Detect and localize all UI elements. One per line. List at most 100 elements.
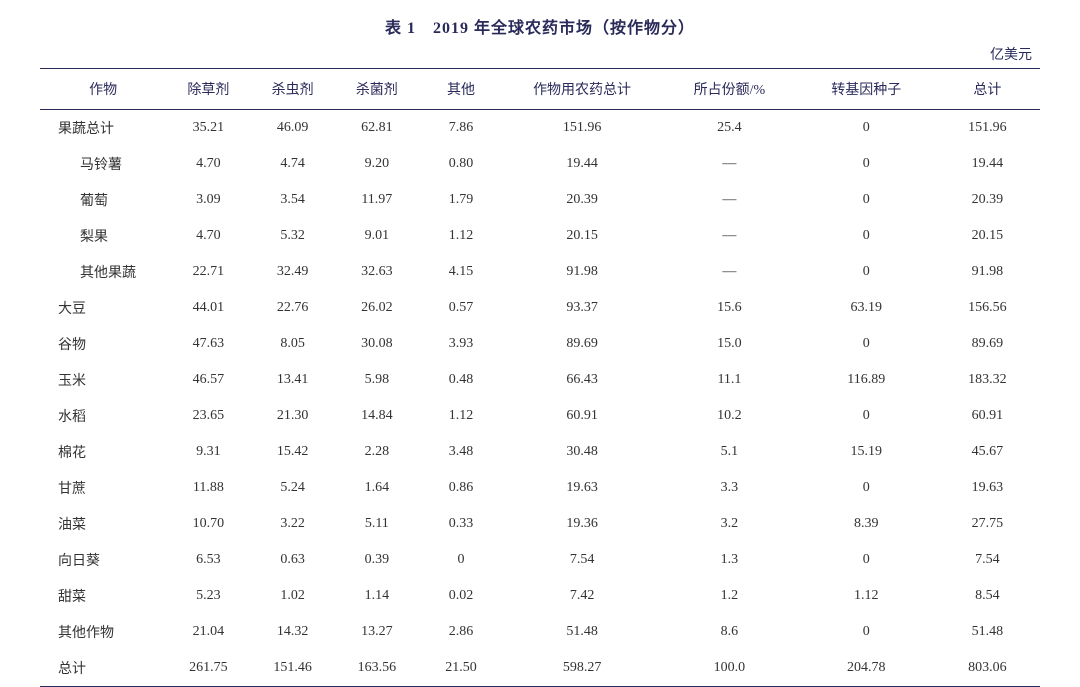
value-cell: 8.39 [798,506,935,542]
value-cell: 89.69 [935,326,1040,362]
table-row: 甜菜5.231.021.140.027.421.21.128.54 [40,578,1040,614]
crop-cell: 油菜 [40,506,166,542]
table-unit: 亿美元 [40,44,1040,64]
value-cell: 46.09 [251,110,335,147]
value-cell: 19.63 [935,470,1040,506]
crop-cell: 马铃薯 [40,146,166,182]
crop-cell: 其他果蔬 [40,254,166,290]
value-cell: 7.54 [935,542,1040,578]
value-cell: 163.56 [335,650,419,687]
value-cell: 1.14 [335,578,419,614]
value-cell: 5.1 [661,434,798,470]
value-cell: 11.88 [166,470,250,506]
value-cell: 93.37 [503,290,661,326]
value-cell: 47.63 [166,326,250,362]
pesticide-market-table: 作物 除草剂 杀虫剂 杀菌剂 其他 作物用农药总计 所占份额/% 转基因种子 总… [40,68,1040,687]
table-header-row: 作物 除草剂 杀虫剂 杀菌剂 其他 作物用农药总计 所占份额/% 转基因种子 总… [40,69,1040,110]
value-cell: 1.02 [251,578,335,614]
value-cell: 151.96 [935,110,1040,147]
col-header: 所占份额/% [661,69,798,110]
table-row: 棉花9.3115.422.283.4830.485.115.1945.67 [40,434,1040,470]
value-cell: 2.28 [335,434,419,470]
col-header: 除草剂 [166,69,250,110]
value-cell: 1.12 [798,578,935,614]
crop-cell: 大豆 [40,290,166,326]
value-cell: 14.32 [251,614,335,650]
crop-cell: 甘蔗 [40,470,166,506]
value-cell: 10.70 [166,506,250,542]
value-cell: 151.96 [503,110,661,147]
table-row: 水稻23.6521.3014.841.1260.9110.2060.91 [40,398,1040,434]
value-cell: 0 [419,542,503,578]
value-cell: 8.6 [661,614,798,650]
value-cell: 32.63 [335,254,419,290]
value-cell: 63.19 [798,290,935,326]
crop-cell: 果蔬总计 [40,110,166,147]
crop-cell: 甜菜 [40,578,166,614]
value-cell: 0.80 [419,146,503,182]
value-cell: 4.74 [251,146,335,182]
value-cell: 15.0 [661,326,798,362]
value-cell: 5.98 [335,362,419,398]
value-cell: 15.19 [798,434,935,470]
value-cell: 15.6 [661,290,798,326]
value-cell: 89.69 [503,326,661,362]
crop-cell: 向日葵 [40,542,166,578]
value-cell: 19.36 [503,506,661,542]
table-row: 大豆44.0122.7626.020.5793.3715.663.19156.5… [40,290,1040,326]
value-cell: 5.32 [251,218,335,254]
value-cell: 20.39 [935,182,1040,218]
col-header: 转基因种子 [798,69,935,110]
value-cell: 0.48 [419,362,503,398]
value-cell: 4.70 [166,218,250,254]
value-cell: 1.3 [661,542,798,578]
value-cell: 10.2 [661,398,798,434]
table-row: 其他果蔬22.7132.4932.634.1591.98—091.98 [40,254,1040,290]
value-cell: 21.04 [166,614,250,650]
value-cell: 0 [798,542,935,578]
value-cell: 3.54 [251,182,335,218]
value-cell: 13.27 [335,614,419,650]
value-cell: 1.79 [419,182,503,218]
table-row: 其他作物21.0414.3213.272.8651.488.6051.48 [40,614,1040,650]
value-cell: 4.70 [166,146,250,182]
col-header: 杀菌剂 [335,69,419,110]
crop-cell: 玉米 [40,362,166,398]
value-cell: 7.42 [503,578,661,614]
value-cell: 26.02 [335,290,419,326]
table-row: 玉米46.5713.415.980.4866.4311.1116.89183.3… [40,362,1040,398]
value-cell: 0 [798,398,935,434]
value-cell: 20.15 [503,218,661,254]
table-row: 梨果4.705.329.011.1220.15—020.15 [40,218,1040,254]
value-cell: 3.48 [419,434,503,470]
crop-cell: 水稻 [40,398,166,434]
value-cell: — [661,182,798,218]
value-cell: 4.15 [419,254,503,290]
value-cell: 44.01 [166,290,250,326]
table-row: 甘蔗11.885.241.640.8619.633.3019.63 [40,470,1040,506]
value-cell: 0 [798,470,935,506]
value-cell: 1.12 [419,398,503,434]
value-cell: 0 [798,146,935,182]
value-cell: 151.46 [251,650,335,687]
table-row: 向日葵6.530.630.3907.541.307.54 [40,542,1040,578]
value-cell: — [661,254,798,290]
value-cell: 51.48 [935,614,1040,650]
value-cell: 66.43 [503,362,661,398]
value-cell: 22.71 [166,254,250,290]
value-cell: 0 [798,182,935,218]
value-cell: 3.09 [166,182,250,218]
table-row: 总计261.75151.46163.5621.50598.27100.0204.… [40,650,1040,687]
value-cell: 183.32 [935,362,1040,398]
value-cell: 0.02 [419,578,503,614]
value-cell: 19.63 [503,470,661,506]
value-cell: 25.4 [661,110,798,147]
value-cell: 156.56 [935,290,1040,326]
col-header: 杀虫剂 [251,69,335,110]
value-cell: 20.15 [935,218,1040,254]
value-cell: 1.2 [661,578,798,614]
value-cell: 1.64 [335,470,419,506]
value-cell: 8.54 [935,578,1040,614]
value-cell: 3.3 [661,470,798,506]
value-cell: 2.86 [419,614,503,650]
